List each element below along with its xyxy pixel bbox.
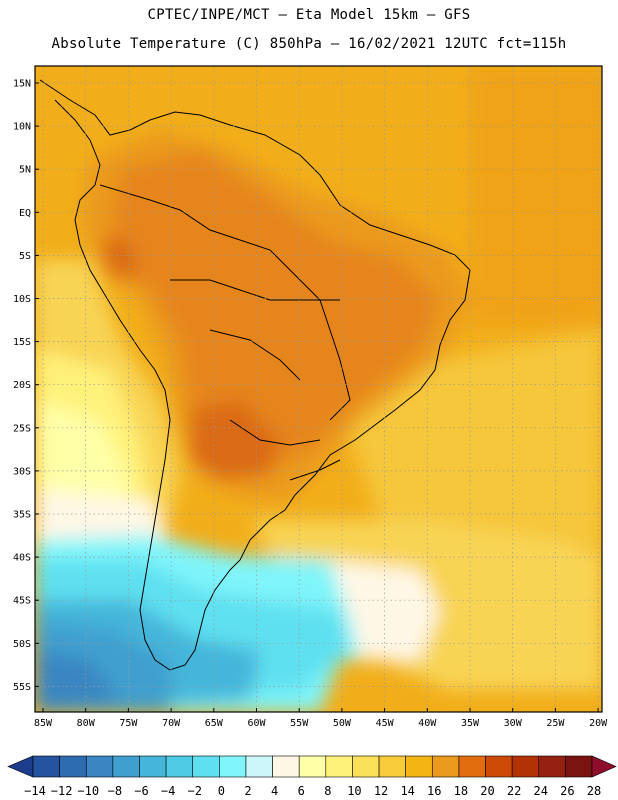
lat-label: 35S [13,510,31,521]
colorbar-box [112,755,140,778]
colorbar-label: 8 [324,784,331,798]
lat-label: 30S [13,466,31,477]
colorbar-label: 0 [218,784,225,798]
lon-label: 75W [119,718,138,729]
colorbar-label: −10 [77,784,99,798]
map-title-line2: Absolute Temperature (C) 850hPa – 16/02/… [51,36,567,52]
colorbar-box [458,755,486,778]
colorbar-arrow-left [7,755,34,778]
lon-label: 55W [290,718,309,729]
colorbar-box [192,755,220,778]
colorbar-label: 4 [271,784,278,798]
colorbar-box [85,755,114,778]
lon-label: 45W [376,718,395,729]
lat-label: 45S [13,596,31,607]
colorbar-box [272,755,300,778]
colorbar-label: 18 [454,784,468,798]
colorbar-label: 24 [534,784,548,798]
colorbar-box [565,755,593,778]
colorbar-box [165,755,194,778]
lat-label: 25S [13,423,31,434]
lat-label: 55S [13,682,31,693]
colorbar-box [219,755,247,778]
lat-label: 15S [13,337,31,348]
colorbar [7,755,617,778]
temperature-field [35,66,602,712]
colorbar-label: −14 [24,784,46,798]
lon-label: 25W [546,718,565,729]
lon-label: 35W [461,718,480,729]
coastlines [39,79,471,671]
colorbar-arrow-right [591,755,617,778]
colorbar-label: 28 [587,784,601,798]
lat-label: 5S [19,251,31,262]
lon-label: 70W [162,718,181,729]
lat-label: 50S [13,639,31,650]
colorbar-label: 16 [427,784,441,798]
colorbar-label: 12 [374,784,388,798]
colorbar-box [405,755,433,778]
lon-label: 80W [77,718,96,729]
map-frame [34,65,603,713]
colorbar-label: −4 [161,784,175,798]
colorbar-label: −6 [134,784,148,798]
colorbar-box [378,755,406,778]
colorbar-box [32,755,60,778]
lat-label: 20S [13,380,31,391]
map-title-line1: CPTEC/INPE/MCT – Eta Model 15km – GFS [147,7,471,23]
colorbar-labels: −14 −12 −10 −8 −6 −4 −2 0 2 4 6 8 10 12 14 16 18 20 22 24 26… [24,784,601,798]
colorbar-label: −12 [51,784,73,798]
colorbar-box [139,755,167,778]
colorbar-label: −8 [108,784,122,798]
lat-label: EQ [19,208,31,219]
lat-label: 40S [13,553,31,564]
lon-label: 60W [247,718,266,729]
colorbar-label: 2 [244,784,251,798]
colorbar-box [485,755,513,778]
colorbar-box [538,755,566,778]
lon-label: 65W [205,718,224,729]
lon-label: 30W [504,718,523,729]
lon-label: 50W [333,718,352,729]
colorbar-label: 10 [347,784,361,798]
lon-label: 20W [589,718,608,729]
colorbar-label: 22 [507,784,521,798]
colorbar-label: 26 [560,784,574,798]
colorbar-label: −2 [187,784,201,798]
colorbar-box [245,755,273,778]
lat-label: 15N [13,79,31,90]
colorbar-box [352,755,380,778]
colorbar-box [431,755,460,778]
lon-label: 40W [418,718,437,729]
latitude-labels: 15N 10N 5N EQ 5S 10S 15S 20S 25S 30S 35S 40S 45S 50S 5… [13,79,31,693]
colorbar-box [59,755,87,778]
colorbar-box [325,755,353,778]
lat-label: 5N [19,165,31,176]
colorbar-label: 14 [400,784,414,798]
longitude-labels: 85W 80W 75W 70W 65W 60W 55W 50W 45W 40W 35W 30W 25W 2… [34,718,608,729]
map-grid [35,66,602,712]
colorbar-box [298,755,327,778]
lon-label: 85W [34,718,53,729]
colorbar-label: 6 [298,784,305,798]
lat-label: 10N [13,122,31,133]
lat-label: 10S [13,294,31,305]
colorbar-label: 20 [480,784,494,798]
colorbar-box [511,755,540,778]
